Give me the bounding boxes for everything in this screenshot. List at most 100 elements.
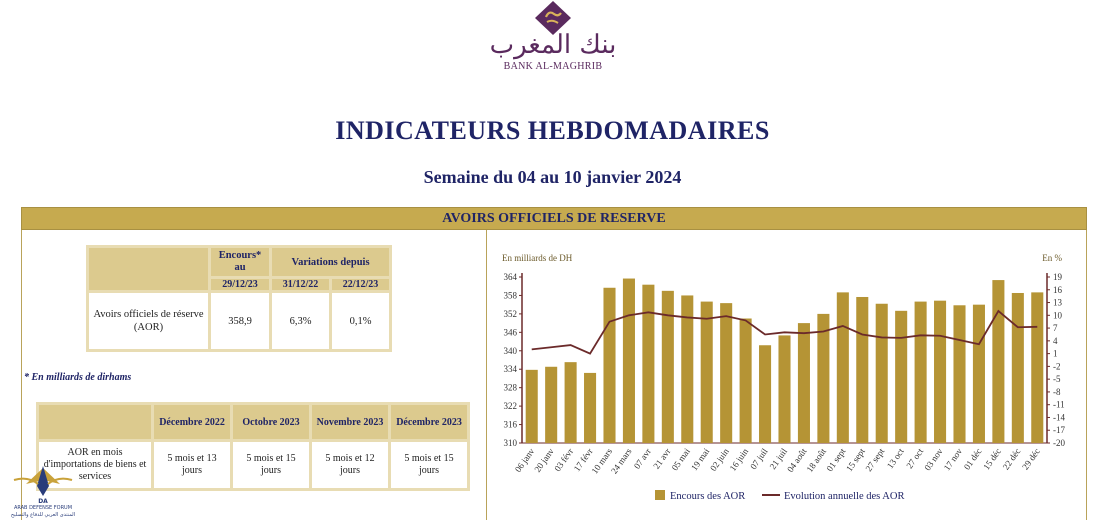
x-tick-label: 17 nov	[942, 446, 965, 472]
forum-watermark: DA ARAB DEFENSE FORUM المنتدى العربي للد…	[6, 462, 80, 518]
right-tick-label: -11	[1053, 400, 1065, 410]
table1-header-encours-line2: au	[234, 262, 246, 273]
right-tick-label: 1	[1053, 349, 1058, 359]
aor-bar	[953, 305, 966, 443]
table1-header-variations: Variations depuis	[272, 248, 389, 276]
watermark-text: DA ARAB DEFENSE FORUM المنتدى العربي للد…	[6, 498, 80, 519]
table1-header-date-encours: 29/12/23	[211, 279, 269, 290]
aor-chart: En milliards de DH En % 3103163223283343…	[502, 253, 1066, 502]
aor-bar	[700, 301, 713, 443]
x-tick-label: 15 déc	[981, 446, 1003, 471]
aor-bar	[661, 290, 674, 443]
right-tick-label: 10	[1053, 310, 1063, 320]
right-tick-label: -17	[1053, 425, 1065, 435]
aor-bar	[720, 303, 733, 443]
aor-bar	[895, 310, 908, 443]
aor-bar	[681, 295, 694, 443]
aor-bar	[1031, 292, 1044, 443]
x-tick-label: 20 janv	[532, 446, 556, 474]
chart-right-unit: En %	[1042, 253, 1062, 263]
right-tick-label: -2	[1053, 361, 1061, 371]
left-tick-label: 328	[504, 383, 518, 393]
left-tick-label: 358	[504, 290, 518, 300]
table2-header-3: Novembre 2023	[312, 405, 388, 439]
right-tick-label: 7	[1053, 323, 1058, 333]
aor-bar	[642, 284, 655, 443]
x-tick-label: 02 juin	[708, 446, 731, 473]
x-tick-label: 07 avr	[632, 446, 653, 470]
x-tick-label: 18 août	[804, 446, 828, 474]
table1-header-encours-line1: Encours*	[218, 250, 262, 261]
left-tick-label: 310	[504, 438, 518, 448]
section-divider	[486, 230, 487, 520]
table2-value-3: 5 mois et 12 jours	[312, 442, 388, 488]
chart-plot-area: 310 316 322 328 334 340 346 352 358 364 19 16 13 10 7 4…	[504, 272, 1066, 476]
aor-bar	[739, 318, 752, 443]
x-tick-label: 07 juil	[748, 446, 770, 471]
watermark-line1: DA	[38, 498, 48, 505]
table1-value-var2: 0,1%	[332, 293, 389, 349]
aor-months-table: Décembre 2022 Octobre 2023 Novembre 2023…	[36, 402, 470, 491]
annual-change-line	[531, 309, 1038, 355]
aor-bar	[875, 303, 888, 443]
aor-bar	[992, 280, 1005, 443]
chart-legend: Encours des AOR Evolution annuelle des A…	[655, 490, 904, 502]
logo-emblem-icon	[533, 0, 573, 36]
aor-bar	[778, 335, 791, 443]
aor-bar	[545, 366, 558, 443]
page-subtitle: Semaine du 04 au 10 janvier 2024	[423, 167, 682, 187]
aor-bar	[603, 287, 616, 443]
right-tick-label: -20	[1053, 438, 1065, 448]
watermark-line2: ARAB DEFENSE FORUM	[13, 505, 73, 511]
table1-corner-cell	[89, 248, 208, 290]
page-title: INDICATEURS HEBDOMADAIRES	[335, 116, 770, 145]
x-tick-label: 22 déc	[1001, 446, 1023, 471]
aor-bar	[564, 362, 577, 443]
x-tick-label: 05 mai	[670, 446, 693, 472]
aor-bar	[934, 300, 947, 443]
table1-header-date1: 31/12/22	[272, 279, 329, 290]
bank-logo: بنك المغرب BANK AL-MAGHRIB	[478, 0, 628, 72]
table2-value-4: 5 mois et 15 jours	[391, 442, 467, 488]
x-tick-label: 19 mai	[689, 446, 712, 472]
left-tick-label: 346	[504, 327, 518, 337]
aor-bar	[817, 313, 830, 443]
section-frame	[21, 230, 1087, 520]
legend-swatch-bars	[655, 490, 665, 500]
table2-header-4: Décembre 2023	[391, 405, 467, 439]
left-tick-label: 352	[504, 309, 518, 319]
aor-bar	[797, 323, 810, 443]
left-tick-label: 322	[504, 401, 518, 411]
left-tick-label: 334	[504, 364, 518, 374]
table2-value-2: 5 mois et 15 jours	[233, 442, 309, 488]
x-tick-label: 29 déc	[1020, 446, 1042, 471]
right-tick-label: 4	[1053, 336, 1058, 346]
right-tick-label: 19	[1053, 272, 1063, 282]
x-tick-label: 16 juin	[728, 446, 751, 473]
x-tick-label: 01 sept	[825, 446, 848, 473]
table2-header-2: Octobre 2023	[233, 405, 309, 439]
table1-row-label: Avoirs officiels de réserve (AOR)	[89, 293, 208, 349]
table2-row-label: AOR en mois d'importations de biens et s…	[39, 442, 151, 488]
x-tick-label: 24 mars	[609, 446, 634, 476]
right-tick-label: -8	[1053, 387, 1061, 397]
legend-label-line: Evolution annuelle des AOR	[784, 491, 904, 502]
left-tick-label: 340	[504, 346, 518, 356]
legend-label-bars: Encours des AOR	[670, 491, 745, 502]
right-tick-label: -14	[1053, 412, 1065, 422]
aor-bar	[622, 278, 635, 443]
left-tick-label: 316	[504, 420, 518, 430]
x-tick-label: 15 sept	[844, 446, 867, 473]
left-tick-label: 364	[504, 272, 518, 282]
aor-bar	[914, 301, 927, 443]
table2-corner-cell	[39, 405, 151, 439]
x-tick-label: 03 nov	[922, 446, 945, 472]
table1-header-encours: Encours* au	[211, 248, 269, 276]
watermark-line3: المنتدى العربي للدفاع والتسليح	[10, 512, 76, 518]
units-note: * En milliards de dirhams	[24, 372, 132, 383]
aor-bar	[972, 304, 985, 443]
aor-bar	[1011, 292, 1024, 443]
aor-bar	[759, 345, 772, 443]
table1-value-var1: 6,3%	[272, 293, 329, 349]
right-tick-label: -5	[1053, 374, 1061, 384]
